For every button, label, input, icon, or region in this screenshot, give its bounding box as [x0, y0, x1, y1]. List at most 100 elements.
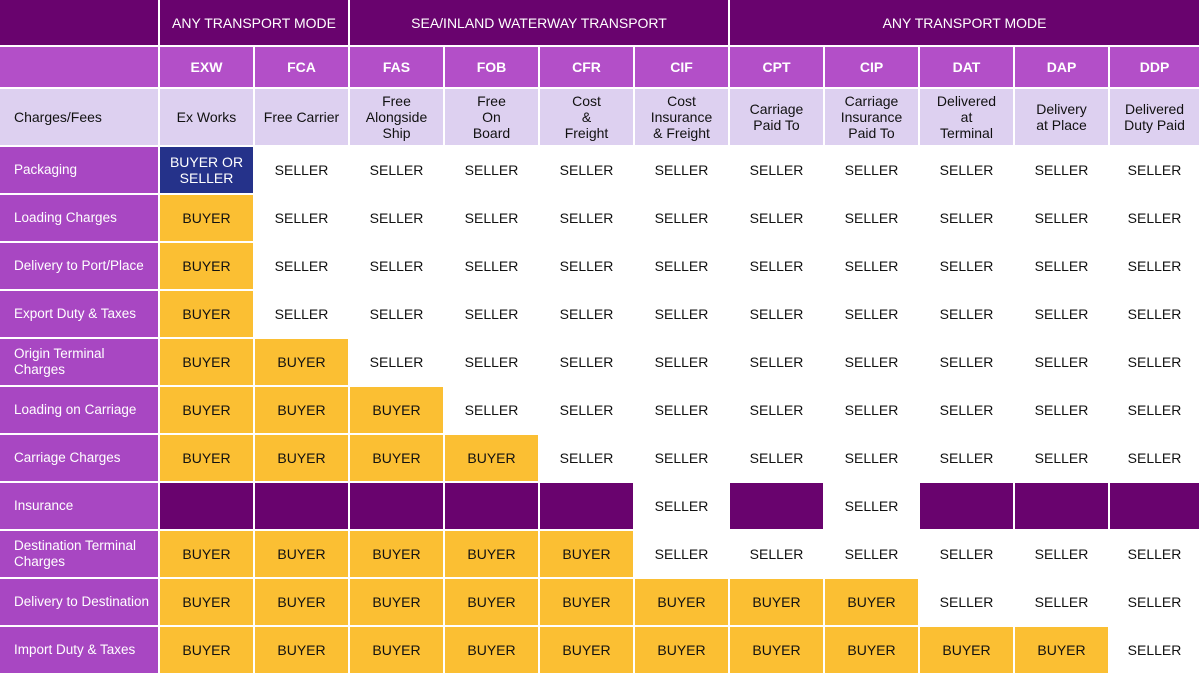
term-code-fas: FAS — [349, 46, 445, 89]
responsibility-cell: SELLER — [919, 242, 1015, 291]
charge-row: Delivery to Port/Place BUYER SELLER SELLER S… — [0, 242, 1200, 291]
term-code-cip: CIP — [824, 46, 920, 89]
responsibility-cell: SELLER — [1109, 578, 1200, 627]
responsibility-cell: BUYER — [254, 530, 350, 579]
term-name-dap: Delivery at Place — [1014, 88, 1110, 147]
responsibility-cell: BUYER — [349, 386, 445, 435]
responsibility-cell: BUYER — [634, 626, 730, 675]
responsibility-cell: SELLER — [1014, 338, 1110, 387]
responsibility-cell: SELLER — [824, 386, 920, 435]
charge-row: Export Duty & Taxes BUYER SELLER SELLER SELL… — [0, 290, 1200, 339]
charge-label: Export Duty & Taxes — [0, 290, 160, 339]
charges-fees-header: Charges/Fees — [0, 88, 160, 147]
responsibility-cell: SELLER — [1014, 146, 1110, 195]
charge-row: Loading Charges BUYER SELLER SELLER SELLER SE… — [0, 194, 1200, 243]
term-name-row: Charges/Fees Ex Works Free Carrier Free Alon… — [0, 88, 1200, 147]
responsibility-cell: SELLER — [824, 290, 920, 339]
responsibility-cell: BUYER — [159, 242, 255, 291]
responsibility-cell: SELLER — [634, 338, 730, 387]
responsibility-cell: SELLER — [634, 482, 730, 531]
not-applicable-cell — [1014, 482, 1110, 531]
responsibility-cell: BUYER — [444, 578, 540, 627]
responsibility-cell: SELLER — [349, 242, 445, 291]
term-name-cip: Carriage Insurance Paid To — [824, 88, 920, 147]
responsibility-cell: SELLER — [634, 386, 730, 435]
responsibility-cell: SELLER — [349, 194, 445, 243]
term-code-cfr: CFR — [539, 46, 635, 89]
responsibility-cell: BUYER — [349, 530, 445, 579]
responsibility-cell: SELLER — [1109, 434, 1200, 483]
responsibility-cell: SELLER — [634, 290, 730, 339]
responsibility-cell: SELLER — [1014, 242, 1110, 291]
responsibility-cell: BUYER — [254, 626, 350, 675]
charge-row: Delivery to Destination BUYER BUYER BUYER BU… — [0, 578, 1200, 627]
responsibility-cell: SELLER — [444, 386, 540, 435]
responsibility-cell: BUYER — [254, 386, 350, 435]
responsibility-cell: SELLER — [919, 146, 1015, 195]
responsibility-cell: SELLER — [1014, 530, 1110, 579]
responsibility-cell: SELLER — [634, 146, 730, 195]
responsibility-cell: SELLER — [729, 530, 825, 579]
responsibility-cell: SELLER — [539, 338, 635, 387]
responsibility-cell: BUYER — [254, 434, 350, 483]
responsibility-cell: SELLER — [539, 290, 635, 339]
charge-label: Origin Terminal Charges — [0, 338, 160, 387]
term-name-cpt: Carriage Paid To — [729, 88, 825, 147]
responsibility-cell: SELLER — [1014, 386, 1110, 435]
not-applicable-cell — [539, 482, 635, 531]
responsibility-cell: SELLER — [254, 146, 350, 195]
responsibility-cell: BUYER — [349, 626, 445, 675]
responsibility-cell: BUYER — [159, 386, 255, 435]
responsibility-cell: BUYER — [729, 626, 825, 675]
responsibility-cell: SELLER — [729, 194, 825, 243]
responsibility-cell: SELLER — [729, 242, 825, 291]
responsibility-cell: SELLER — [919, 194, 1015, 243]
responsibility-cell: SELLER — [634, 194, 730, 243]
responsibility-cell: BUYER — [444, 530, 540, 579]
responsibility-cell: BUYER — [539, 626, 635, 675]
responsibility-cell: SELLER — [444, 194, 540, 243]
responsibility-cell: SELLER — [444, 290, 540, 339]
charge-label: Insurance — [0, 482, 160, 531]
responsibility-cell: BUYER — [159, 338, 255, 387]
responsibility-cell: SELLER — [729, 146, 825, 195]
not-applicable-cell — [729, 482, 825, 531]
term-code-dat: DAT — [919, 46, 1015, 89]
responsibility-cell: SELLER — [539, 386, 635, 435]
responsibility-cell: SELLER — [824, 194, 920, 243]
not-applicable-cell — [254, 482, 350, 531]
responsibility-cell: SELLER — [919, 434, 1015, 483]
responsibility-cell: BUYER — [634, 578, 730, 627]
responsibility-cell: SELLER — [824, 434, 920, 483]
not-applicable-cell — [1109, 482, 1200, 531]
responsibility-cell: SELLER — [919, 578, 1015, 627]
term-name-fca: Free Carrier — [254, 88, 350, 147]
responsibility-cell: BUYER — [824, 578, 920, 627]
term-name-cif: Cost Insurance & Freight — [634, 88, 730, 147]
charge-row: Loading on Carriage BUYER BUYER BUYER SELLER… — [0, 386, 1200, 435]
responsibility-cell: SELLER — [824, 530, 920, 579]
responsibility-cell: SELLER — [254, 194, 350, 243]
charge-label: Loading Charges — [0, 194, 160, 243]
charge-row: Insurance SELLER SELLER — [0, 482, 1200, 531]
responsibility-cell: BUYER OR SELLER — [159, 146, 255, 195]
charge-label: Import Duty & Taxes — [0, 626, 160, 675]
responsibility-cell: BUYER — [254, 578, 350, 627]
responsibility-cell: SELLER — [729, 290, 825, 339]
responsibility-cell: SELLER — [254, 242, 350, 291]
term-name-ddp: Delivered Duty Paid — [1109, 88, 1200, 147]
transport-mode-header-row: ANY TRANSPORT MODE SEA/INLAND WATERWAY TR… — [0, 0, 1200, 47]
term-code-row: EXW FCA FAS FOB CFR CIF CPT CIP DAT DAP DDP — [0, 46, 1200, 89]
charge-row: Destination Terminal Charges BUYER BUYER BUY… — [0, 530, 1200, 579]
corner-cell — [0, 46, 160, 89]
responsibility-cell: SELLER — [539, 434, 635, 483]
charge-label: Carriage Charges — [0, 434, 160, 483]
responsibility-cell: BUYER — [159, 290, 255, 339]
responsibility-cell: BUYER — [349, 578, 445, 627]
responsibility-cell: BUYER — [159, 626, 255, 675]
charge-label: Loading on Carriage — [0, 386, 160, 435]
responsibility-cell: BUYER — [349, 434, 445, 483]
responsibility-cell: SELLER — [919, 386, 1015, 435]
responsibility-cell: SELLER — [729, 434, 825, 483]
responsibility-cell: SELLER — [729, 386, 825, 435]
